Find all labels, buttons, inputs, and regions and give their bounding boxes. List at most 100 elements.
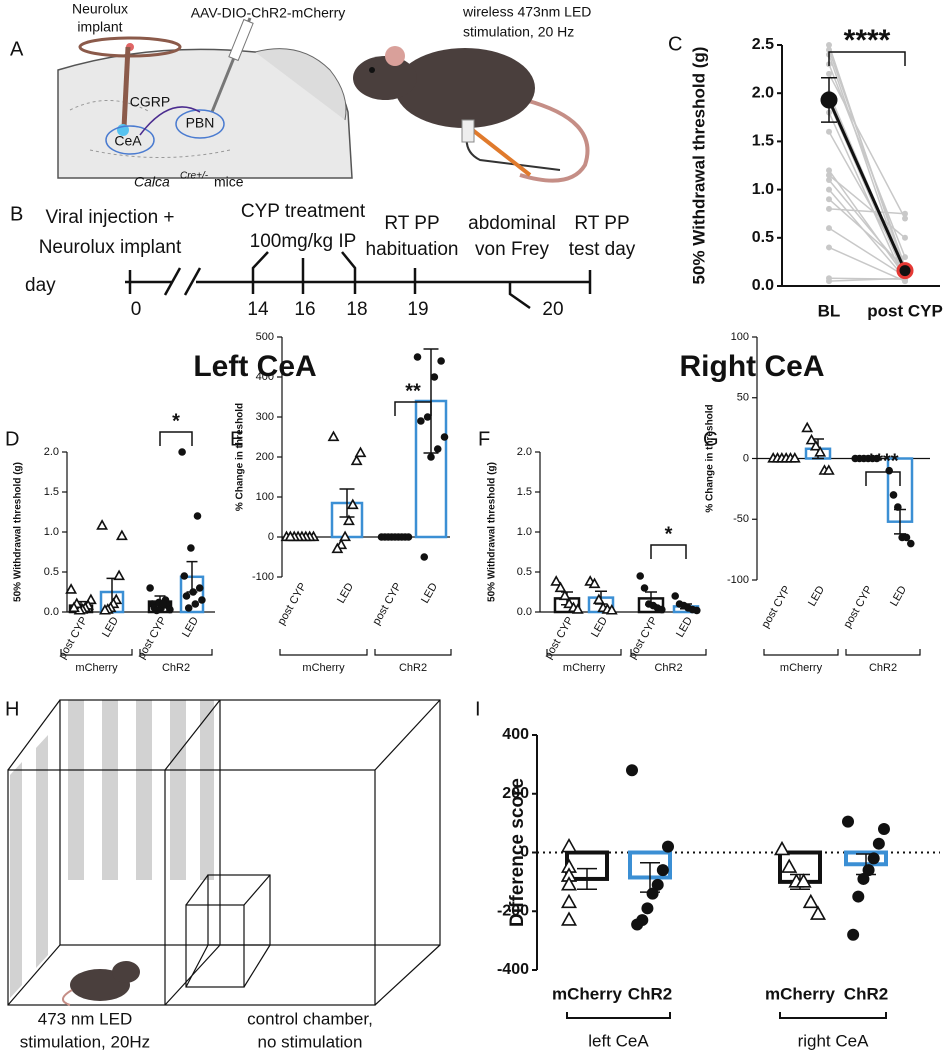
significance-label: **** [844, 24, 891, 57]
y-axis-label: % Change in threshold [705, 404, 716, 512]
region-label: CeA [114, 133, 142, 149]
data-point [781, 858, 798, 873]
chamber-label: stimulation, 20Hz [20, 1032, 150, 1050]
event-label: RT PP [384, 213, 439, 234]
data-point [166, 605, 174, 614]
subject-point [902, 234, 908, 241]
data-point [65, 583, 78, 594]
mean-line [827, 99, 907, 272]
group-label: mCherry [780, 662, 823, 674]
y-tick-label: 0.5 [44, 566, 59, 578]
y-tick-label: 0 [743, 452, 749, 464]
data-point [159, 600, 168, 608]
mean-point [896, 262, 914, 280]
subject-line [828, 112, 906, 282]
data-point [640, 584, 649, 592]
data-point [558, 589, 571, 601]
y-tick-label: 100 [731, 331, 749, 343]
data-point [146, 584, 154, 592]
panel-label: G [703, 428, 719, 450]
data-point [560, 911, 578, 926]
significance-bracket [159, 431, 193, 446]
data-point [115, 529, 128, 541]
data-point [773, 840, 791, 856]
y-tick-label: 400 [502, 726, 529, 743]
significance-bracket [828, 51, 906, 66]
data-point [191, 600, 200, 608]
data-point [284, 530, 297, 542]
data-point [605, 603, 618, 615]
subject-line [828, 179, 906, 273]
panel-label: A [10, 38, 24, 60]
x-tick-label: LED [335, 581, 356, 606]
day-label: 19 [407, 299, 428, 320]
data-point [814, 445, 827, 457]
x-tick-label: LED [419, 581, 440, 606]
axis-label: day [25, 275, 56, 296]
section-heading: Left CeA [193, 350, 316, 383]
y-axis-label: Difference score [507, 778, 528, 927]
x-tick-label: ChR2 [628, 984, 672, 1003]
subject-point [826, 225, 832, 232]
brain-illustration [57, 17, 353, 179]
error-bar [339, 488, 355, 518]
chamber-illustration [7, 699, 441, 1006]
y-tick-label: 1.0 [44, 526, 59, 538]
data-point [430, 373, 439, 381]
x-tick-label: post CYP [759, 584, 793, 630]
group-bracket [779, 1012, 887, 1019]
significance-label: * [665, 523, 673, 545]
event-label: von Frey [475, 239, 549, 260]
data-point [809, 439, 822, 451]
data-point [872, 837, 885, 850]
data-point [440, 433, 449, 441]
panel-label: B [10, 203, 23, 225]
data-point [178, 448, 186, 456]
significance-bracket [650, 544, 687, 559]
y-tick-label: 0.0 [44, 606, 59, 618]
significance-bracket [394, 401, 432, 416]
data-point [847, 928, 860, 941]
data-point [152, 606, 161, 615]
data-point [641, 902, 654, 915]
significance-label: ** [405, 380, 421, 402]
subject-point [826, 278, 832, 285]
y-tick-label: 1.0 [517, 526, 532, 538]
y-axis-label: % Change in threshold [235, 403, 246, 511]
implant-label: implant [77, 19, 122, 35]
group-bracket [630, 649, 707, 656]
data-point [809, 905, 827, 920]
group-bracket [279, 649, 368, 656]
y-axis-label: 50% Withdrawal threshold (g) [487, 462, 498, 602]
event-label: abdominal [468, 213, 556, 234]
x-tick-label: ChR2 [844, 984, 888, 1003]
mouse-line-suffix: mice [214, 174, 244, 190]
group-bracket [374, 649, 452, 656]
event-label: CYP treatment [241, 201, 366, 222]
group-bracket [566, 1012, 671, 1019]
panel-label: D [5, 428, 19, 450]
data-point [423, 413, 432, 421]
data-point [187, 544, 195, 552]
data-point [889, 491, 898, 499]
y-tick-label: 500 [256, 331, 274, 343]
subject-point [826, 42, 832, 48]
y-tick-label: 300 [256, 411, 274, 423]
y-tick-label: 1.5 [44, 486, 59, 498]
data-point [550, 575, 563, 586]
data-point [671, 592, 679, 600]
data-point [554, 581, 567, 593]
panel-label: C [668, 33, 682, 55]
subject-point [826, 172, 832, 179]
data-point [99, 603, 111, 615]
subject-point [826, 196, 832, 203]
group-bracket [546, 649, 622, 656]
data-point [189, 588, 197, 596]
chamber-label: 473 nm LED [38, 1009, 133, 1028]
data-point [857, 872, 870, 885]
subject-point [826, 167, 832, 174]
data-point [384, 533, 393, 541]
mouse-illustration [353, 46, 590, 183]
data-point [427, 453, 435, 461]
